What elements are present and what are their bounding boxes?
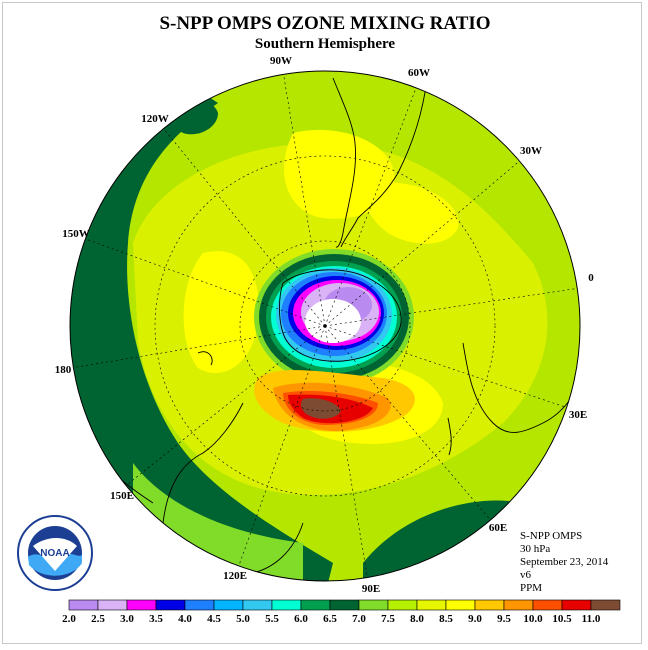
info-level: 30 hPa [520,543,550,555]
colorbar-swatch [300,599,331,611]
colorbar: 2.0 2.5 3.0 3.5 4.0 4.5 5.0 5.5 6.0 6.5 7.0 7.5 8.0 8… [62,599,621,625]
colorbar-swatch [503,599,534,611]
colorbar-swatch [213,599,244,611]
colorbar-label: 8.0 [410,613,424,625]
patch-yellow-ne [365,182,459,244]
south-america-west-coast [332,77,356,248]
colorbar-swatch [242,599,273,611]
lon-label-150w: 150W [62,228,90,240]
south-america-east-coast [340,72,429,248]
colorbar-label: 5.5 [265,613,279,625]
colorbar-label: 9.0 [468,613,482,625]
noaa-logo: NOAA [17,515,93,591]
info-date: September 23, 2014 [520,556,609,568]
colorbar-swatch [358,599,389,611]
disc-outline [69,70,581,582]
lon-label-60e: 60E [489,522,507,534]
colorbar-swatch [590,599,621,611]
colorbar-label: 2.5 [91,613,105,625]
colorbar-label: 3.5 [149,613,163,625]
colorbar-label: 3.0 [120,613,134,625]
madagascar [447,417,452,456]
collar-11-0 [300,398,341,419]
info-units: PPM [520,582,542,594]
polar-map: S-NPP OMPS OZONE MIXING RATIO Southern H… [17,13,621,625]
lon-label-30e: 30E [569,409,587,421]
colorbar-label: 7.5 [381,613,395,625]
colorbar-swatch [329,599,360,611]
colorbar-swatch [184,599,215,611]
colorbar-swatch [416,599,447,611]
lon-label-180: 180 [55,364,72,376]
band-dark-green-west [70,93,333,581]
lon-label-0: 0 [588,272,594,284]
colorbar-label: 10.0 [523,613,543,625]
noaa-logo-text: NOAA [40,548,69,559]
antarctica-coast [279,269,402,362]
colorbar-swatch [561,599,592,611]
ozone-hole-core [305,299,361,343]
map-figure: S-NPP OMPS OZONE MIXING RATIO Southern H… [2,2,642,644]
lon-label-150e: 150E [110,490,134,502]
info-instrument: S-NPP OMPS [520,530,582,542]
colorbar-label: 7.0 [352,613,366,625]
colorbar-label: 5.0 [236,613,250,625]
band-green-sw [133,463,303,581]
pole-marker [323,324,327,328]
nz-coast [197,351,213,366]
lon-label-60w: 60W [408,67,430,79]
colorbar-label: 9.5 [497,613,511,625]
colorbar-swatch [445,599,476,611]
map-subtitle: Southern Hemisphere [255,36,395,52]
colorbar-label: 8.5 [439,613,453,625]
colorbar-swatch [271,599,302,611]
colorbar-label: 2.0 [62,613,76,625]
lon-label-90e: 90E [362,583,380,595]
colorbar-label: 4.5 [207,613,221,625]
lon-label-90w: 90W [270,55,292,67]
colorbar-label: 4.0 [178,613,192,625]
graticule [70,71,580,581]
lon-label-120w: 120W [141,113,169,125]
colorbar-label: 6.0 [294,613,308,625]
colorbar-swatch [97,599,128,611]
lon-label-120e: 120E [223,570,247,582]
colorbar-swatch [387,599,418,611]
colorbar-swatch [126,599,157,611]
colorbar-swatch [68,599,99,611]
colorbar-label: 6.5 [323,613,337,625]
colorbar-label: 10.5 [552,613,572,625]
colorbar-swatch [532,599,563,611]
colorbar-swatch [155,599,186,611]
lon-label-30w: 30W [520,145,542,157]
map-title: S-NPP OMPS OZONE MIXING RATIO [159,13,490,34]
colorbar-swatch [474,599,505,611]
colorbar-label: 11.0 [582,613,601,625]
info-version: v6 [520,569,532,581]
